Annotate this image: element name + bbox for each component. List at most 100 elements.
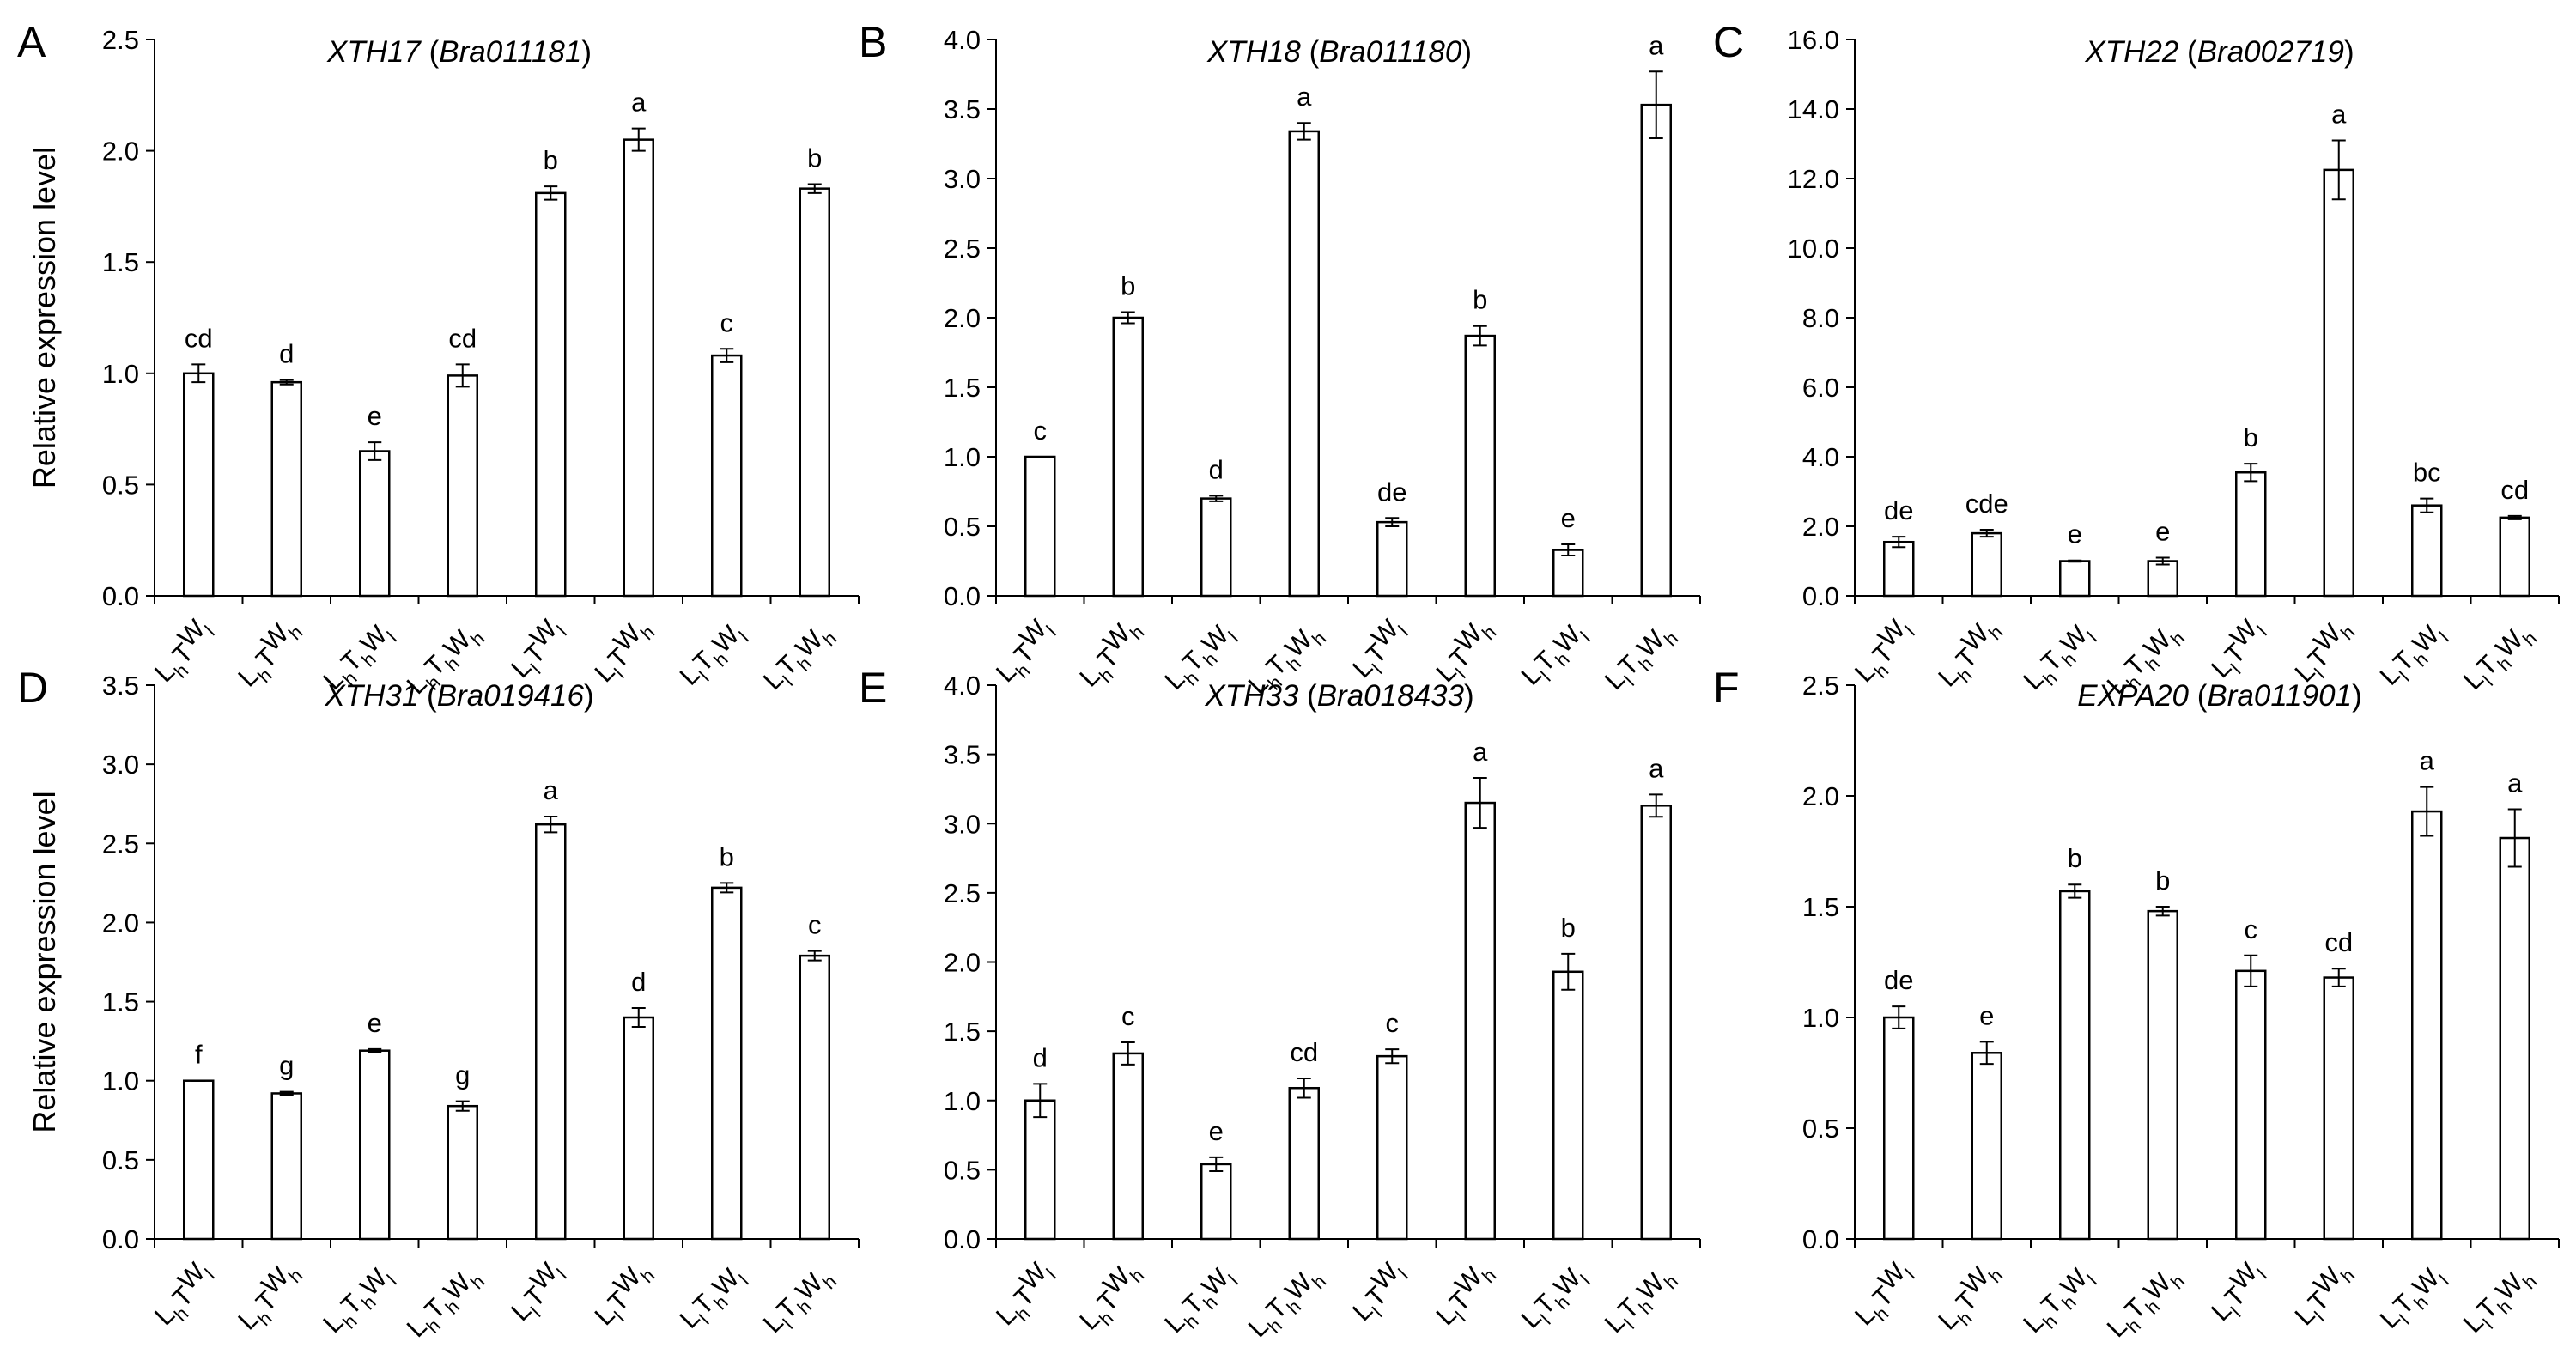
y-tick-label: 6.0 (1802, 373, 1839, 403)
panel-E: E XTH33 (Bra018433) 0.0 0.5 1.0 1.5 2.0 2.5 3.0 3… (859, 664, 1701, 1348)
x-tick-label: LhTWh (226, 610, 313, 697)
bar (183, 372, 215, 598)
bar (2059, 560, 2091, 598)
panel-label: F (1713, 664, 1740, 712)
y-tick-label: 3.5 (102, 671, 139, 701)
title-id: Bra002719 (2197, 35, 2344, 69)
panel-label: E (859, 664, 887, 712)
y-tick-label: 2.0 (944, 948, 981, 978)
bar (1024, 1099, 1056, 1241)
title-paren: ( (2178, 35, 2197, 69)
bar (2059, 890, 2091, 1241)
x-tick-label: LhTWh (1926, 1254, 2013, 1340)
significance-letter: c (2245, 914, 2258, 944)
panel-label: B (859, 18, 887, 66)
significance-letter: b (2155, 865, 2170, 896)
y-tick-label: 0.5 (102, 470, 139, 500)
x-tick-label: LlTWl (1340, 610, 1419, 689)
y-tick-label: 3.0 (944, 809, 981, 839)
significance-letter: g (455, 1060, 470, 1090)
bar (1640, 805, 1672, 1241)
bar (2499, 516, 2530, 598)
y-tick-label: 0.0 (102, 1224, 139, 1254)
title-paren: ) (1464, 679, 1474, 713)
bar (1376, 1054, 1408, 1241)
chart-title: XTH33 (Bra018433) (1204, 679, 1473, 713)
y-tick-label: 16.0 (1788, 25, 1839, 55)
x-tick-label: LlTWl (1340, 1254, 1419, 1332)
significance-letter: a (631, 88, 647, 118)
bar (359, 1049, 391, 1241)
significance-letter: bc (2413, 458, 2441, 488)
significance-letter: e (1209, 1116, 1224, 1146)
y-tick-label: 2.5 (944, 234, 981, 264)
significance-letter: e (2155, 516, 2170, 546)
bar (2147, 909, 2178, 1241)
title-paren: ( (2189, 679, 2208, 713)
x-tick-label: LlThWh (2458, 616, 2541, 700)
y-tick-label: 4.0 (944, 25, 981, 55)
title-paren: ) (581, 35, 592, 69)
bar (711, 886, 743, 1241)
x-tick-label: LhTWl (1843, 1254, 1925, 1336)
significance-letter: c (1386, 1008, 1400, 1038)
bar (1112, 1052, 1144, 1241)
bar (1883, 1016, 1915, 1241)
y-tick-label: 1.0 (944, 1086, 981, 1116)
y-tick-label: 4.0 (1802, 442, 1839, 472)
title-id: Bra019416 (437, 679, 585, 713)
bar (1288, 130, 1320, 598)
significance-letter: b (544, 145, 558, 175)
y-tick-label: 8.0 (1802, 303, 1839, 333)
panel-A: A XTH17 (Bra011181) 0.0 0.5 1.0 1.5 2.0 2.5 Rela… (17, 18, 860, 700)
title-id: Bra011181 (439, 35, 581, 69)
bar (1200, 1163, 1232, 1241)
significance-letter: a (1649, 30, 1664, 60)
y-tick-label: 2.5 (102, 829, 139, 859)
bar (2147, 560, 2178, 598)
significance-letter: b (2244, 422, 2258, 452)
bar (1640, 103, 1672, 598)
significance-letter: cd (448, 323, 477, 353)
panel-B: B XTH18 (Bra011180) 0.0 0.5 1.0 1.5 2.0 2.5 3.0 3… (859, 18, 1701, 700)
y-tick-label: 3.5 (944, 94, 981, 124)
y-tick-label: 0.0 (102, 581, 139, 611)
y-tick-label: 0.0 (944, 581, 981, 611)
y-tick-label: 2.0 (102, 908, 139, 938)
x-tick-label: LlThWl (1516, 1260, 1595, 1339)
bar (711, 354, 743, 598)
significance-letter: a (2507, 768, 2523, 798)
y-tick-label: 1.5 (1802, 892, 1839, 922)
bar (1971, 1052, 2002, 1241)
bar (447, 1104, 478, 1241)
title-gene: XTH18 (1206, 35, 1301, 69)
y-tick-label: 3.0 (944, 164, 981, 194)
significance-letter: cde (1965, 489, 2008, 519)
bar (623, 138, 654, 598)
y-tick-label: 0.5 (1802, 1114, 1839, 1144)
y-tick-label: 4.0 (944, 671, 981, 701)
x-tick-label: LhThWh (1242, 1260, 1331, 1348)
bar (535, 823, 567, 1241)
y-tick-label: 1.5 (944, 1017, 981, 1047)
x-tick-label: LlThWh (1599, 616, 1682, 700)
bar (1464, 801, 1496, 1241)
x-tick-label: LhThWl (317, 1260, 400, 1343)
significance-letter: a (1649, 753, 1664, 783)
x-tick-label: LhTWl (143, 1254, 225, 1336)
x-tick-label: LhThWl (2017, 1260, 2100, 1343)
x-tick-label: LhTWh (1926, 610, 2013, 697)
y-tick-label: 0.5 (944, 1155, 981, 1185)
panel-label: D (17, 664, 48, 712)
bar (799, 954, 830, 1241)
y-tick-label: 1.5 (944, 373, 981, 403)
significance-letter: c (1034, 416, 1048, 446)
bar (1200, 497, 1232, 598)
y-tick-label: 0.0 (1802, 581, 1839, 611)
y-tick-label: 1.0 (1802, 1003, 1839, 1033)
bar (1464, 334, 1496, 598)
x-tick-label: LhThWl (1158, 1260, 1242, 1343)
title-gene: XTH33 (1204, 679, 1298, 713)
x-tick-label: LlThWh (2458, 1260, 2541, 1343)
